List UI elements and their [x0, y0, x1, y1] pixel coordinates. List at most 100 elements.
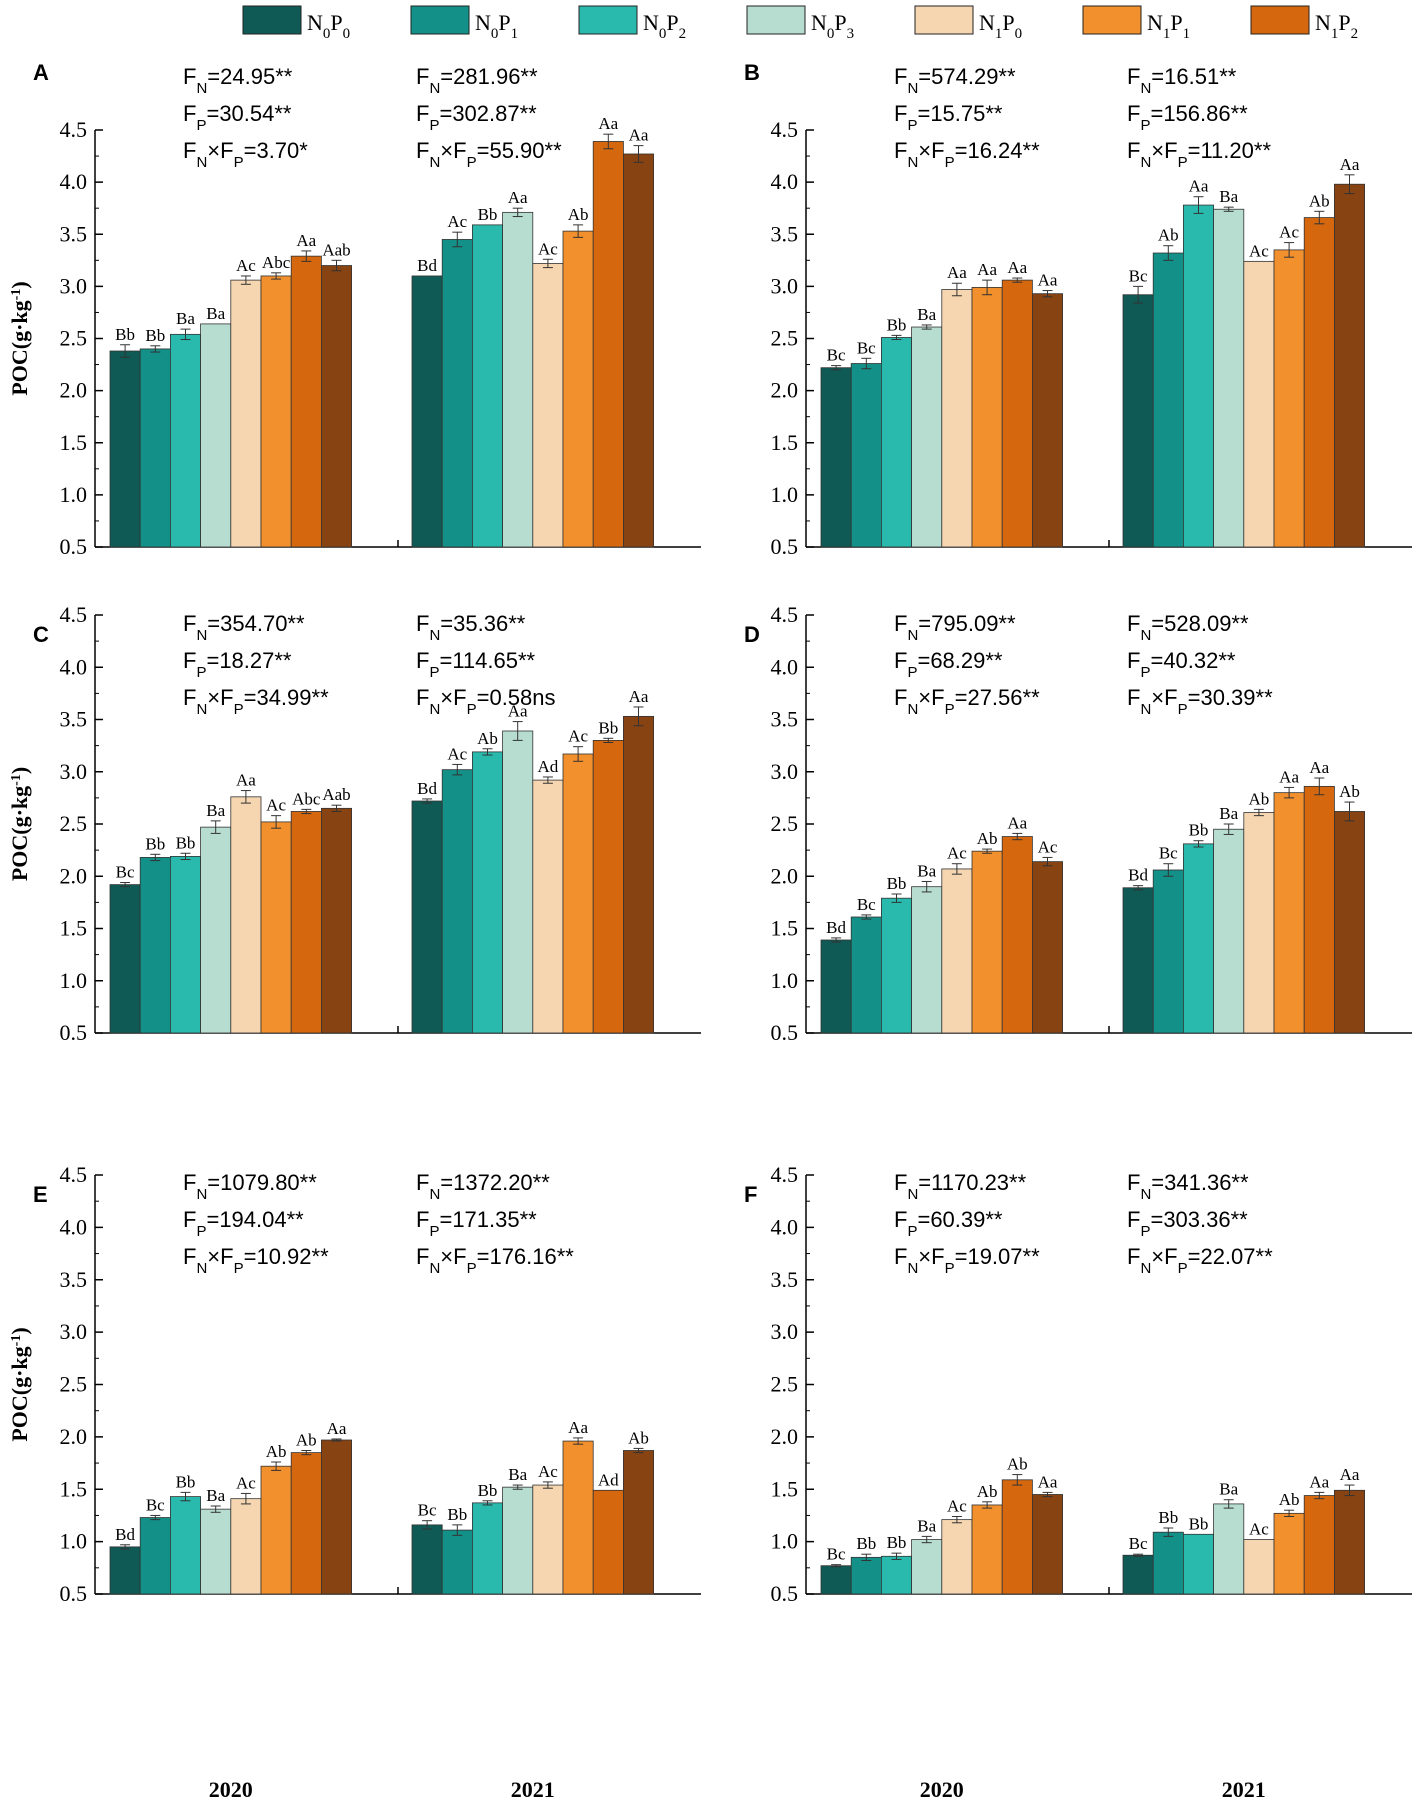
stat-line: FN×FP=176.16** — [416, 1244, 574, 1277]
y-tick-label: 1.0 — [60, 482, 88, 507]
y-axis-label-text: POC(g·kg — [7, 1346, 32, 1441]
y-tick-label: 0.5 — [771, 1581, 799, 1606]
bar-N0P3 — [911, 1539, 943, 1595]
significance-label: Ad — [598, 1470, 619, 1489]
y-tick-label: 2.5 — [771, 326, 799, 351]
bar-N1P1 — [1273, 792, 1305, 1034]
legend-item-N1P0: N1P0 — [914, 5, 1022, 42]
legend-label: N1P2 — [1315, 10, 1358, 42]
legend-swatch — [578, 5, 638, 35]
bar-N1P3 — [320, 1439, 352, 1595]
stat-line: FP=30.54** — [183, 101, 292, 134]
legend-item-N0P1: N0P1 — [410, 5, 518, 42]
significance-label: Bb — [115, 325, 135, 344]
significance-label: Bd — [826, 918, 846, 937]
significance-label: Ab — [296, 1430, 317, 1449]
panels: A0.51.01.52.02.53.03.54.04.5POC(g·kg-1)B… — [7, 60, 1412, 1802]
bar-N0P1 — [139, 857, 171, 1034]
bar-N0P2 — [471, 1502, 503, 1595]
y-tick-label: 3.0 — [771, 1319, 799, 1344]
significance-label: Ac — [1249, 1520, 1269, 1539]
stat-line: FN=24.95** — [183, 64, 293, 97]
significance-label: Aa — [947, 263, 967, 282]
significance-label: Ba — [917, 1516, 936, 1535]
stat-line: FP=18.27** — [183, 648, 292, 681]
y-tick-label: 2.0 — [60, 378, 88, 403]
y-tick-label: 4.0 — [771, 1214, 799, 1239]
panel-E: E 0.5 1.0 1.5 2.0 2.5 3.0 3.5 4.0 4.5 POC(g·kg-1) B… — [7, 1162, 701, 1802]
y-tick-label: 2.0 — [771, 1424, 799, 1449]
year-label: 2021 — [511, 1777, 555, 1802]
bar-N0P0 — [820, 939, 852, 1034]
bar-N0P1 — [1152, 869, 1184, 1034]
panel-label: D — [744, 622, 760, 647]
bar-N0P2 — [169, 855, 201, 1034]
bar-N1P2 — [290, 255, 322, 548]
y-axis-label-sup: -1 — [9, 774, 24, 786]
legend-item-N1P2: N1P2 — [1250, 5, 1358, 42]
significance-label: Bb — [478, 205, 498, 224]
bar-N0P3 — [1213, 828, 1245, 1034]
bar-N1P3 — [320, 265, 352, 548]
bar-group-2020: Bc Bb Bb Ba Aa Ac Abc Aab — [109, 771, 352, 1034]
bar-N0P3 — [911, 326, 943, 548]
significance-label: Ba — [176, 309, 195, 328]
significance-label: Ba — [206, 1486, 225, 1505]
bar-N0P0 — [109, 350, 141, 548]
bar-N0P3 — [200, 323, 232, 548]
bar-N0P0 — [411, 800, 443, 1034]
bar-N1P2 — [592, 1489, 624, 1595]
legend-swatch — [746, 5, 806, 35]
significance-label: Ab — [477, 729, 498, 748]
bar-N0P2 — [169, 333, 201, 548]
significance-label: Aab — [322, 240, 350, 259]
bar-N0P1 — [441, 769, 473, 1034]
bar-N0P0 — [109, 1546, 141, 1595]
y-tick-label: 1.0 — [60, 968, 88, 993]
significance-label: Bd — [1128, 866, 1148, 885]
bar-N0P2 — [881, 897, 913, 1034]
bar-N1P0 — [941, 1519, 973, 1595]
bar-N0P0 — [820, 1565, 852, 1595]
legend-label: N0P1 — [475, 10, 518, 42]
panel-C: C 0.5 1.0 1.5 2.0 2.5 3.0 3.5 4.0 4.5 POC(g·kg-1) B… — [7, 602, 701, 1045]
bar-N1P2 — [290, 1452, 322, 1595]
significance-label: Ba — [206, 304, 225, 323]
stat-line: FN=574.29** — [894, 64, 1016, 97]
stat-line: FP=60.39** — [894, 1207, 1003, 1240]
y-tick-label: 4.0 — [60, 1214, 88, 1239]
bar-N1P0 — [230, 796, 262, 1034]
y-tick-label: 3.5 — [771, 221, 799, 246]
bar-N1P2 — [1001, 836, 1033, 1034]
legend-swatch — [242, 5, 302, 35]
y-tick-label: 4.5 — [60, 1162, 88, 1187]
bar-group-2020: Bd Bc Bb Ba Ac Ab Ab Aa — [109, 1419, 352, 1595]
stat-line: FN×FP=10.92** — [183, 1244, 329, 1277]
significance-label: Bb — [1189, 821, 1209, 840]
legend-item-N0P2: N0P2 — [578, 5, 686, 42]
year-label: 2021 — [1222, 1777, 1266, 1802]
bar-N0P2 — [1183, 204, 1215, 548]
significance-label: Ab — [628, 1428, 649, 1447]
bar-N1P1 — [562, 230, 594, 548]
y-tick-label: 1.5 — [60, 1476, 88, 1501]
significance-label: Bb — [145, 834, 165, 853]
y-tick-label: 1.5 — [60, 430, 88, 455]
bar-group-2020: Bc Bc Bb Ba Aa Aa Aa Aa — [820, 258, 1064, 548]
significance-label: Abc — [292, 789, 321, 808]
bar-N1P0 — [941, 289, 973, 548]
stat-line: FN×FP=30.39** — [1127, 685, 1273, 718]
bar-N1P3 — [1032, 1494, 1064, 1595]
stat-line: FN=16.51** — [1127, 64, 1237, 97]
significance-label: Ab — [1249, 789, 1270, 808]
legend-label: N1P1 — [1147, 10, 1190, 42]
stat-line: FN×FP=3.70* — [183, 138, 308, 171]
y-tick-label: 3.0 — [60, 273, 88, 298]
significance-label: Aa — [296, 231, 316, 250]
y-tick-label: 4.0 — [771, 169, 799, 194]
significance-label: Bb — [478, 1481, 498, 1500]
stat-line: FN=1170.23** — [894, 1170, 1027, 1203]
legend-swatch — [1082, 5, 1142, 35]
y-tick-label: 3.5 — [60, 1267, 88, 1292]
stat-line: FN=35.36** — [416, 611, 526, 644]
